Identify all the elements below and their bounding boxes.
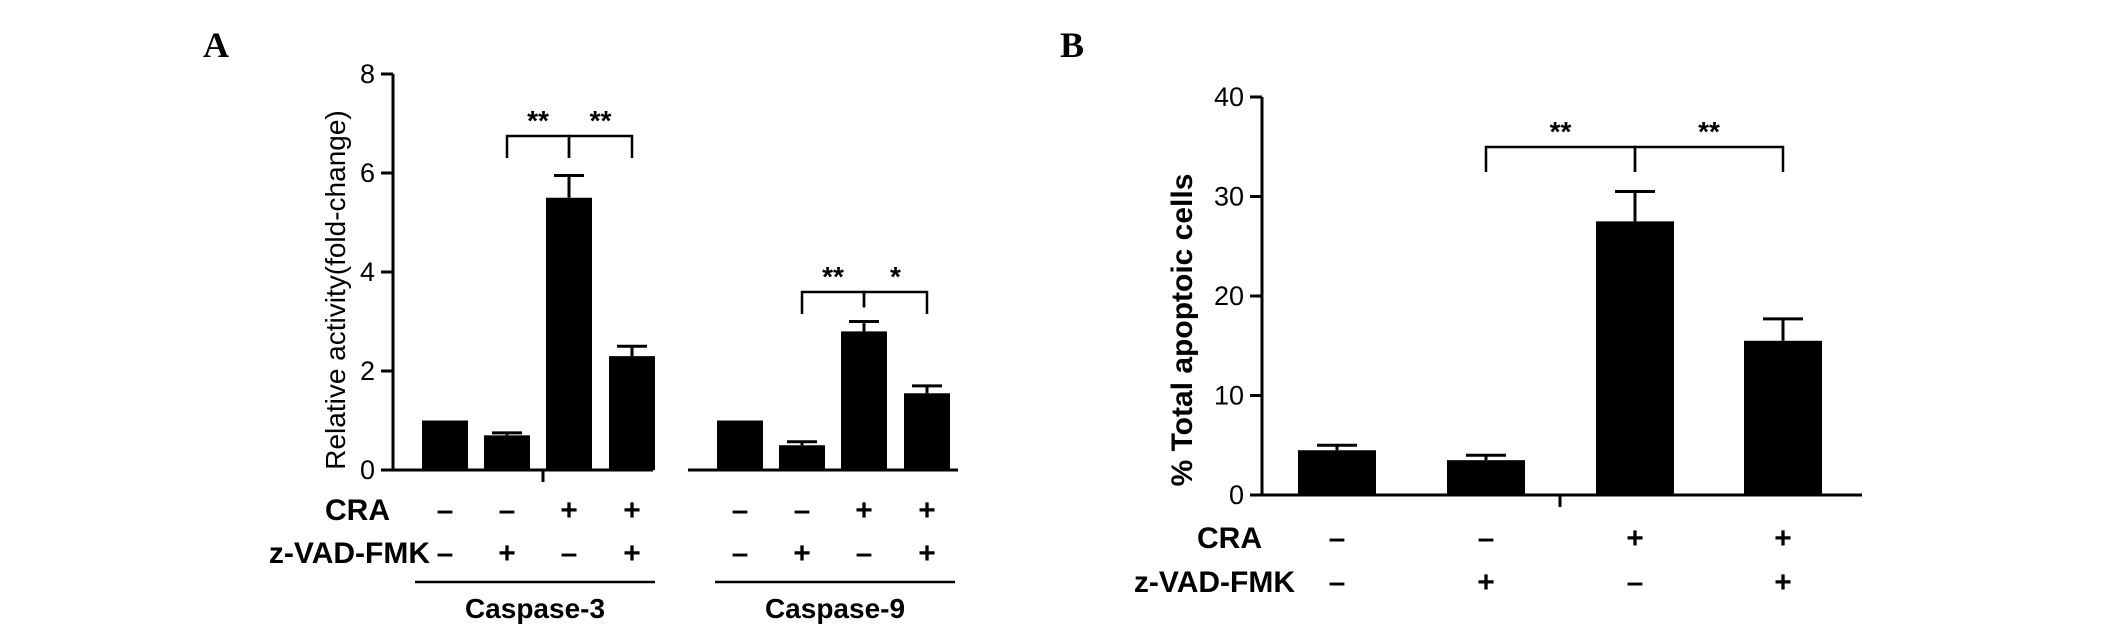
- panel-a-zvad-sign: +: [623, 537, 641, 570]
- panel-b-cra-sign: –: [1329, 522, 1346, 555]
- panel-a: A Relative activity(fold-change) 0 2 4 6 8 CR…: [203, 25, 958, 624]
- panel-a-zvad-sign: +: [918, 537, 936, 570]
- panel-b-zvad-sign: –: [1329, 566, 1346, 599]
- panel-b-significance-stars: **: [1698, 116, 1720, 147]
- panel-b-row-label-zvad: z-VAD-FMK: [1134, 566, 1295, 599]
- panel-a-cra-sign: +: [623, 494, 641, 527]
- panel-b-significance-bracket: [1633, 145, 1785, 172]
- panel-a-zvad-sign: –: [856, 537, 873, 570]
- panel-a-significance-bracket: [567, 134, 634, 158]
- panel-a-group-label: Caspase-9: [765, 593, 905, 624]
- panel-b-significance-stars: **: [1550, 116, 1572, 147]
- panel-a-significance-bracket: [862, 290, 929, 314]
- panel-b-plot: 0 10 20 30 40 CRA z-VAD-FMK – – – + + – + + ** **: [1134, 82, 1862, 599]
- panel-a-bar: [609, 356, 655, 470]
- panel-b-label: B: [1060, 25, 1084, 65]
- panel-a-zvad-sign: +: [498, 537, 516, 570]
- panel-a-y-tick-label: 4: [360, 257, 375, 287]
- panel-b-significance-bracket: [1484, 145, 1637, 172]
- panel-a-significance-bracket: [505, 134, 571, 158]
- panel-b: B % Total apoptoic cells 0 10 20 30 40 CRA z-V…: [1060, 25, 1862, 599]
- panel-b-cra-sign: +: [1626, 522, 1644, 555]
- panel-a-label: A: [203, 25, 229, 65]
- panel-b-zvad-sign: –: [1627, 566, 1644, 599]
- panel-a-zvad-sign: –: [561, 537, 578, 570]
- panel-a-zvad-sign: –: [437, 537, 454, 570]
- panel-a-row-label-cra: CRA: [325, 494, 390, 527]
- panel-a-bar: [422, 420, 468, 470]
- panel-a-y-tick-label: 0: [360, 455, 375, 485]
- panel-b-cra-sign: –: [1478, 522, 1495, 555]
- panel-a-zvad-sign: –: [732, 537, 749, 570]
- panel-b-row-label-cra: CRA: [1197, 522, 1262, 555]
- panel-a-cra-sign: –: [794, 494, 811, 527]
- panel-b-y-tick-label: 20: [1214, 281, 1244, 311]
- panel-a-y-tick-label: 6: [360, 158, 375, 188]
- panel-b-y-axis-title: % Total apoptoic cells: [1166, 174, 1199, 487]
- panel-a-bar: [841, 331, 887, 470]
- panel-a-zvad-sign: +: [793, 537, 811, 570]
- panel-a-significance-stars: **: [590, 105, 612, 136]
- panel-a-cra-sign: –: [499, 494, 516, 527]
- panel-b-y-tick-label: 0: [1229, 480, 1244, 510]
- panel-a-bar: [717, 420, 763, 470]
- panel-a-y-tick-label: 8: [360, 59, 375, 89]
- panel-b-y-tick-label: 30: [1214, 182, 1244, 212]
- panel-a-cra-sign: +: [560, 494, 578, 527]
- panel-a-group-label: Caspase-3: [465, 593, 605, 624]
- panel-b-zvad-sign: +: [1477, 566, 1495, 599]
- panel-b-bar: [1298, 450, 1376, 495]
- panel-a-cra-sign: +: [855, 494, 873, 527]
- panel-b-y-tick-label: 10: [1214, 381, 1244, 411]
- panel-b-bar: [1744, 340, 1822, 495]
- panel-b-y-tick-label: 40: [1214, 82, 1244, 112]
- panel-b-bar: [1596, 221, 1674, 495]
- panel-a-y-axis-title: Relative activity(fold-change): [320, 110, 351, 470]
- panel-b-bar: [1447, 460, 1525, 495]
- panel-b-zvad-sign: +: [1774, 566, 1792, 599]
- panel-a-bar: [779, 445, 825, 470]
- panel-a-row-label-zvad: z-VAD-FMK: [269, 537, 430, 570]
- panel-b-cra-sign: +: [1774, 522, 1792, 555]
- panel-a-significance-bracket: [800, 290, 866, 314]
- panel-a-significance-stars: *: [890, 261, 901, 292]
- panel-a-bar: [904, 393, 950, 470]
- panel-a-cra-sign: –: [437, 494, 454, 527]
- panel-a-bar: [546, 197, 592, 470]
- panel-a-significance-stars: **: [822, 261, 844, 292]
- panel-a-bar: [484, 435, 530, 470]
- panel-a-significance-stars: **: [527, 105, 549, 136]
- panel-a-y-tick-label: 2: [360, 356, 375, 386]
- panel-a-cra-sign: +: [918, 494, 936, 527]
- panel-a-cra-sign: –: [732, 494, 749, 527]
